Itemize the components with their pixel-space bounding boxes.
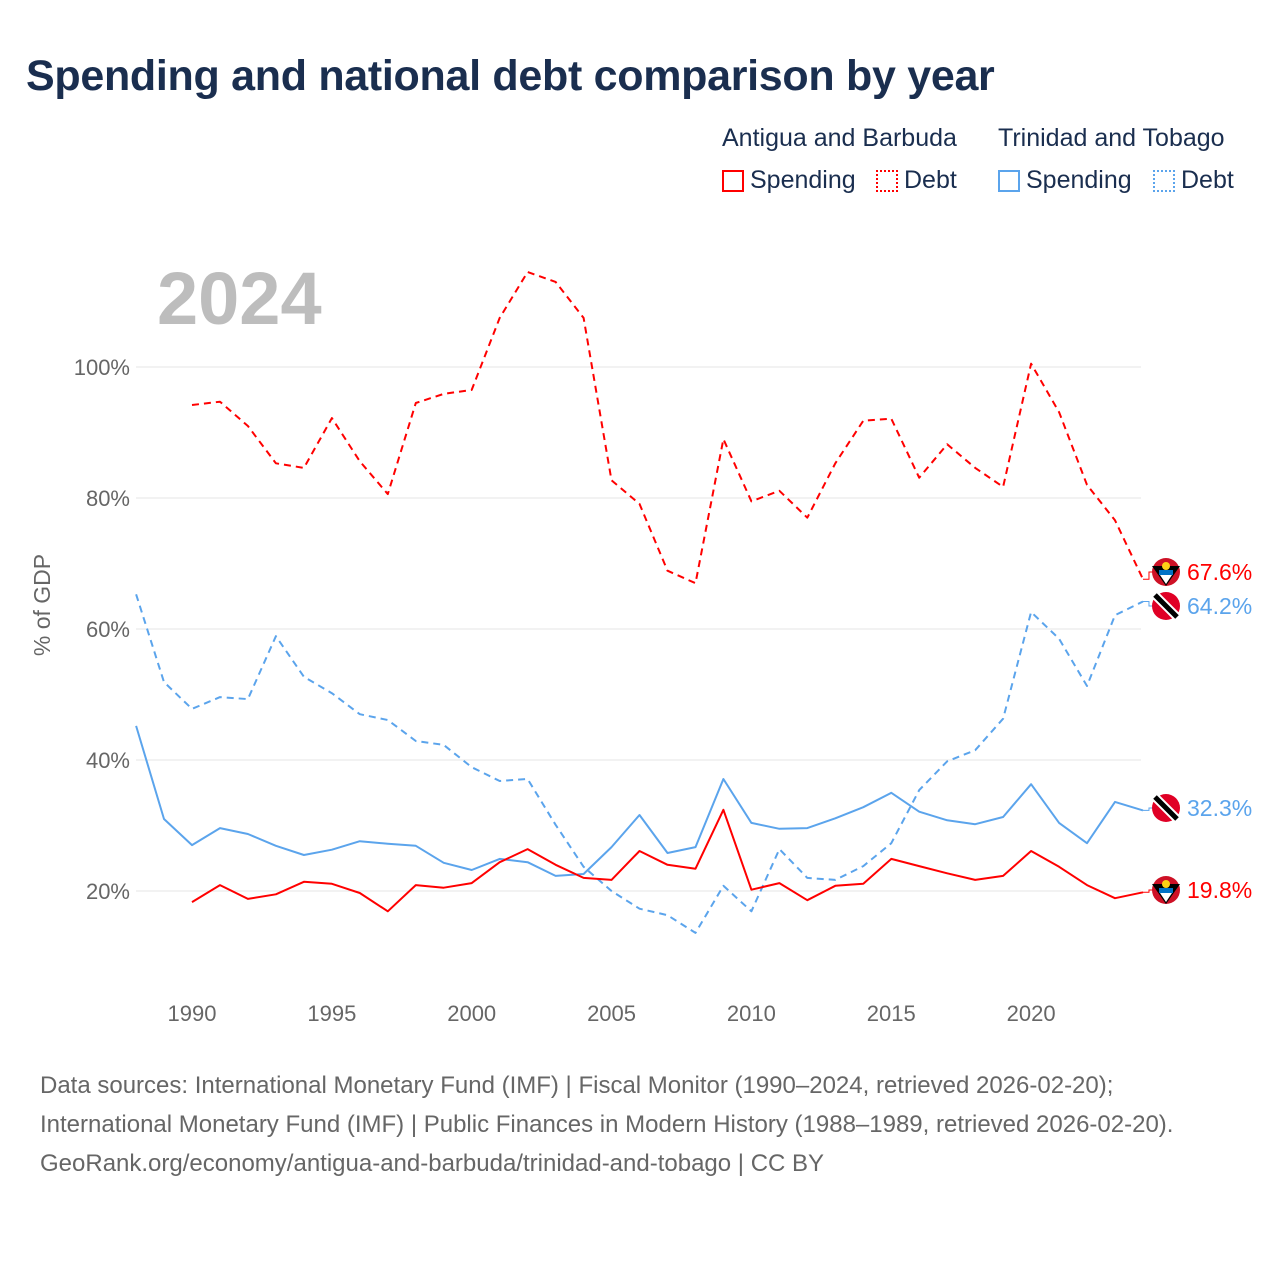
antigua-flag-icon — [1152, 876, 1180, 904]
x-tick-label: 1990 — [168, 1001, 217, 1026]
year-watermark: 2024 — [157, 257, 322, 340]
series-line-antigua-and-barbuda-debt — [191, 271, 1144, 585]
series-line-antigua-and-barbuda-spending — [191, 808, 1144, 913]
trinidad-flag-icon — [1151, 591, 1181, 621]
y-tick-label: 80% — [86, 486, 130, 511]
dotted-swatch-icon — [1153, 169, 1175, 192]
end-label-connector — [1142, 807, 1155, 811]
end-value-label: 32.3% — [1187, 795, 1252, 821]
y-axis-label: % of GDP — [29, 554, 55, 656]
dotted-swatch-icon — [876, 169, 898, 192]
series-line-trinidad-and-tobago-debt — [135, 593, 1144, 934]
y-tick-label: 100% — [74, 355, 130, 380]
y-tick-label: 20% — [86, 879, 130, 904]
legend-group-trinidad: Trinidad and Tobago — [998, 124, 1225, 152]
x-tick-label: 2005 — [587, 1001, 636, 1026]
x-tick-label: 2015 — [867, 1001, 916, 1026]
credit-link[interactable]: GeoRank.org/economy/antigua-and-barbuda/… — [40, 1150, 825, 1177]
chart-title: Spending and national debt comparison by… — [26, 52, 995, 100]
y-tick-label: 40% — [86, 748, 130, 773]
end-label-connector — [1142, 600, 1155, 607]
legend-item-antigua-debt[interactable]: Debt — [876, 166, 957, 195]
legend-item-trinidad-spending[interactable]: Spending — [998, 166, 1132, 195]
end-label-connector — [1142, 889, 1155, 893]
legend-item-antigua-spending[interactable]: Spending — [722, 166, 856, 195]
legend-label: Spending — [750, 166, 856, 194]
legend-label: Debt — [1181, 166, 1234, 194]
legend-label: Debt — [904, 166, 957, 194]
end-label-connector — [1142, 571, 1155, 580]
x-tick-label: 1995 — [307, 1001, 356, 1026]
end-value-label: 67.6% — [1187, 559, 1252, 585]
x-tick-label: 2010 — [727, 1001, 776, 1026]
series-line-trinidad-and-tobago-spending — [135, 725, 1144, 877]
y-tick-label: 60% — [86, 617, 130, 642]
footer: Data sources: International Monetary Fun… — [40, 1066, 1240, 1183]
end-value-label: 19.8% — [1187, 877, 1252, 903]
x-tick-label: 2020 — [1007, 1001, 1056, 1026]
x-tick-label: 2000 — [447, 1001, 496, 1026]
legend-item-trinidad-debt[interactable]: Debt — [1153, 166, 1234, 195]
legend-label: Spending — [1026, 166, 1132, 194]
solid-swatch-icon — [998, 169, 1020, 192]
end-value-label: 64.2% — [1187, 593, 1252, 619]
legend-group-antigua: Antigua and Barbuda — [722, 124, 957, 152]
solid-swatch-icon — [722, 169, 744, 192]
trinidad-flag-icon — [1151, 793, 1181, 823]
antigua-flag-icon — [1152, 558, 1180, 586]
data-sources: Data sources: International Monetary Fun… — [40, 1072, 1174, 1138]
